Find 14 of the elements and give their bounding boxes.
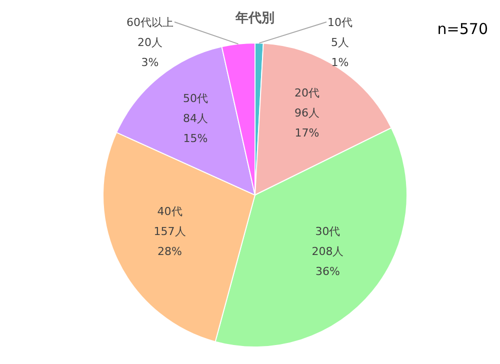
- slice-label: 40代: [157, 205, 182, 218]
- data-label: 96人 17%: [294, 106, 320, 140]
- slice-label: 30代: [315, 224, 340, 238]
- slice-label: 50代: [182, 92, 208, 105]
- slice-label: 60代以上: [126, 16, 174, 29]
- data-label: 20人 3%: [138, 36, 162, 69]
- slice-label: 10代: [328, 16, 352, 29]
- chart-title: 年代別: [234, 11, 274, 26]
- data-label: 157人 28%: [154, 225, 186, 258]
- data-label: 84人 15%: [182, 112, 208, 145]
- slice-label: 20代: [294, 86, 320, 100]
- data-label: 208人 36%: [312, 244, 344, 278]
- text: n=570: [437, 20, 488, 38]
- data-label: 5人 1%: [331, 36, 349, 69]
